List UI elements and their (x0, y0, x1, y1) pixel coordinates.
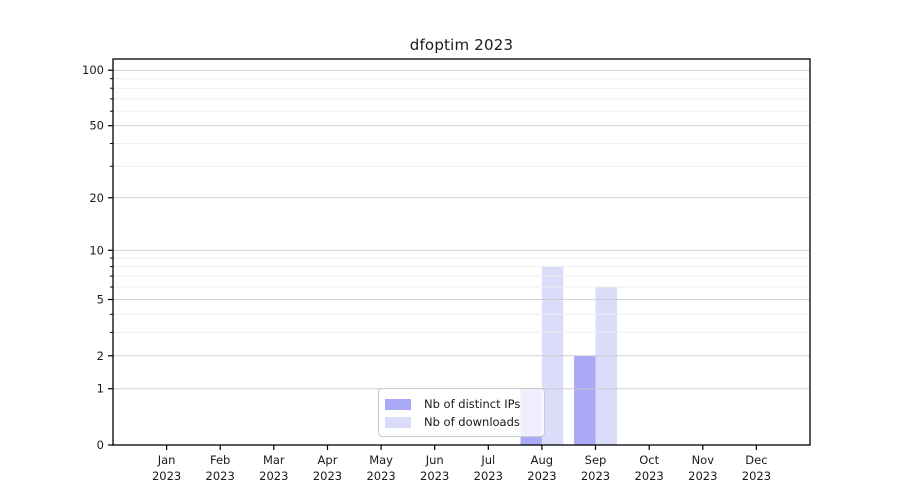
x-tick-label-mar: Mar 2023 (259, 453, 288, 483)
legend-swatch-downloads (385, 416, 411, 428)
legend-label-distinct-ips: Nb of distinct IPs (424, 397, 521, 411)
y-tick-label-0: 0 (97, 438, 104, 452)
y-tick-label-20: 20 (89, 191, 104, 205)
bar-sep-series0 (574, 355, 596, 445)
y-tick-label-5: 5 (97, 293, 104, 307)
x-tick-label-nov: Nov 2023 (688, 453, 717, 483)
legend: Nb of distinct IPs Nb of downloads (378, 388, 545, 437)
legend-swatch-distinct-ips (385, 398, 411, 410)
bar-sep-series1 (595, 287, 617, 445)
chart-title: dfoptim 2023 (409, 36, 514, 54)
x-tick-label-sep: Sep 2023 (581, 453, 610, 483)
plot-spines (112, 58, 811, 446)
y-tick-label-10: 10 (89, 243, 104, 257)
x-tick-label-may: May 2023 (366, 453, 395, 483)
x-tick-label-apr: Apr 2023 (313, 453, 342, 483)
y-tick-label-50: 50 (89, 119, 104, 133)
x-tick-label-dec: Dec 2023 (742, 453, 771, 483)
legend-label-downloads: Nb of downloads (424, 415, 520, 429)
y-tick-label-2: 2 (97, 349, 104, 363)
x-tick-label-jun: Jun 2023 (420, 453, 449, 483)
legend-item-distinct-ips: Nb of distinct IPs (385, 396, 538, 412)
x-tick-label-jul: Jul 2023 (474, 453, 503, 483)
x-tick-label-aug: Aug 2023 (527, 453, 556, 483)
y-tick-label-1: 1 (97, 382, 104, 396)
x-tick-label-jan: Jan 2023 (152, 453, 181, 483)
x-tick-label-oct: Oct 2023 (635, 453, 664, 483)
legend-item-downloads: Nb of downloads (385, 414, 538, 430)
x-tick-label-feb: Feb 2023 (206, 453, 235, 483)
y-tick-label-100: 100 (82, 63, 104, 77)
